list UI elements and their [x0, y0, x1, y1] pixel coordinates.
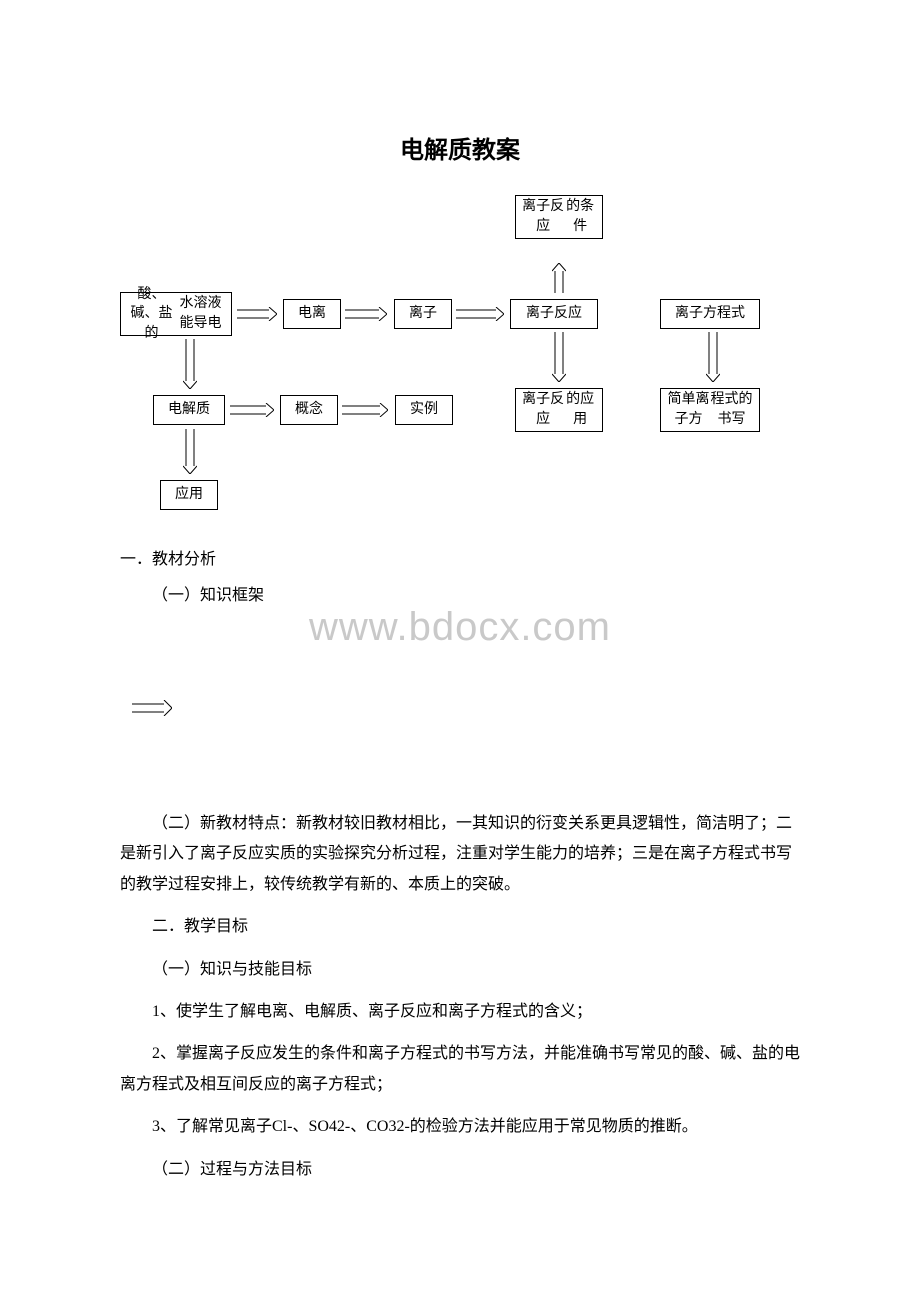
section-2-1-1-text: 1、使学生了解电离、电解质、离子反应和离子方程式的含义； [120, 997, 800, 1027]
stray-arrow-icon [132, 700, 172, 721]
section-1-2-text: （二）新教材特点：新教材较旧教材相比，一其知识的衍变关系更具逻辑性，简洁明了；二… [120, 809, 800, 900]
flowchart-arrow-icon [552, 332, 566, 387]
flowchart-arrow-icon [456, 307, 504, 326]
flowchart-arrow-icon [237, 307, 277, 326]
section-2-heading: 二．教学目标 [120, 912, 800, 942]
section-1-heading: 一．教材分析 [120, 545, 800, 569]
flowchart-box-example: 实例 [395, 395, 453, 425]
flowchart-box-source: 酸、碱、盐的水溶液能导电 [120, 292, 232, 336]
flowchart-arrow-icon [183, 339, 197, 394]
flowchart-box-concept: 概念 [280, 395, 338, 425]
section-1-1-heading: （一）知识框架 [120, 581, 800, 605]
spacer [120, 617, 800, 797]
section-2-1-3-text: 3、了解常见离子Cl-、SO42-、CO32-的检验方法并能应用于常见物质的推断… [120, 1112, 800, 1142]
section-2-2-heading: （二）过程与方法目标 [120, 1155, 800, 1185]
flowchart-box-reaction: 离子反应 [510, 299, 598, 329]
flowchart-box-apply1: 离子反应的应用 [515, 388, 603, 432]
section-2-1-heading: （一）知识与技能目标 [120, 955, 800, 985]
flowchart-arrow-icon [183, 429, 197, 479]
flowchart-arrow-icon [230, 403, 274, 422]
flowchart-box-equation: 离子方程式 [660, 299, 760, 329]
flowchart-box-ion: 离子 [394, 299, 452, 329]
flowchart-box-electrolyte: 电解质 [153, 395, 225, 425]
flowchart-arrow-icon [342, 403, 388, 422]
flowchart-arrow-icon [706, 332, 720, 387]
flowchart-box-write: 简单离子方程式的书写 [660, 388, 760, 432]
flowchart-box-condition: 离子反应的条件 [515, 195, 603, 239]
flowchart-container: 离子反应的条件酸、碱、盐的水溶液能导电 电离 离子 离子反应 离子方程式电解质 概念 实例 离… [120, 195, 800, 525]
section-2-1-2-text: 2、掌握离子反应发生的条件和离子方程式的书写方法，并能准确书写常见的酸、碱、盐的… [120, 1039, 800, 1100]
flowchart-arrow-icon [552, 263, 566, 298]
page-title: 电解质教案 [120, 130, 800, 165]
flowchart-box-ionize: 电离 [283, 299, 341, 329]
flowchart-box-apply2: 应用 [160, 480, 218, 510]
flowchart-arrow-icon [345, 307, 387, 326]
